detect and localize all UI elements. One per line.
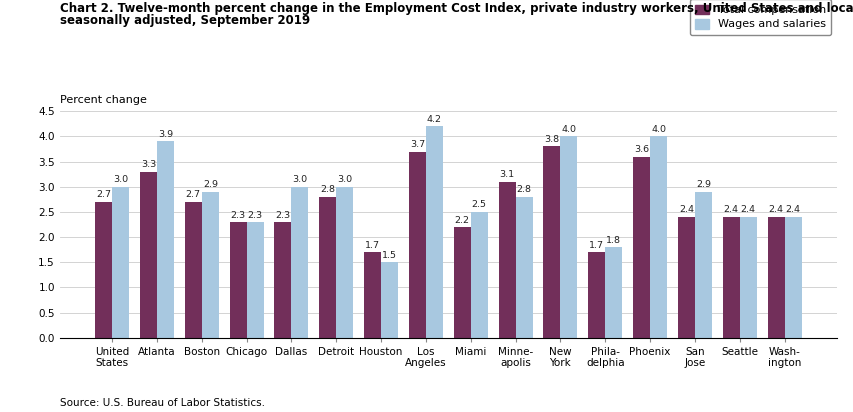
Text: 2.3: 2.3 [247, 211, 263, 220]
Text: 2.5: 2.5 [471, 200, 486, 209]
Bar [409, 152, 426, 338]
Text: 3.0: 3.0 [292, 175, 307, 184]
Bar [453, 227, 470, 338]
Bar [649, 136, 666, 338]
Bar [470, 212, 487, 338]
Bar [319, 197, 336, 338]
Bar [247, 222, 264, 338]
Bar [201, 192, 218, 338]
Text: 1.8: 1.8 [606, 236, 620, 245]
Text: 3.7: 3.7 [409, 140, 425, 149]
Text: 1.5: 1.5 [381, 251, 397, 260]
Text: 2.9: 2.9 [202, 180, 218, 189]
Bar [767, 217, 784, 338]
Legend: Total compensation, Wages and salaries: Total compensation, Wages and salaries [689, 0, 830, 35]
Text: 2.4: 2.4 [722, 206, 738, 215]
Bar [291, 187, 308, 338]
Bar [336, 187, 353, 338]
Bar [229, 222, 247, 338]
Text: 2.3: 2.3 [230, 211, 246, 220]
Text: 2.2: 2.2 [454, 215, 469, 225]
Text: 2.4: 2.4 [768, 206, 782, 215]
Text: 2.9: 2.9 [695, 180, 710, 189]
Text: 2.7: 2.7 [96, 190, 111, 199]
Text: 2.3: 2.3 [275, 211, 290, 220]
Bar [363, 252, 380, 338]
Text: Percent change: Percent change [60, 95, 147, 105]
Bar [722, 217, 739, 338]
Text: 2.8: 2.8 [516, 185, 531, 194]
Text: Source: U.S. Bureau of Labor Statistics.: Source: U.S. Bureau of Labor Statistics. [60, 398, 264, 408]
Text: 1.7: 1.7 [365, 241, 380, 250]
Text: 3.3: 3.3 [141, 160, 156, 169]
Text: 3.8: 3.8 [543, 135, 559, 144]
Bar [112, 187, 129, 338]
Text: 3.9: 3.9 [158, 130, 173, 139]
Text: 2.8: 2.8 [320, 185, 335, 194]
Text: 3.0: 3.0 [337, 175, 352, 184]
Bar [694, 192, 711, 338]
Text: 2.4: 2.4 [678, 206, 693, 215]
Bar [426, 126, 443, 338]
Bar [498, 182, 515, 338]
Bar [515, 197, 532, 338]
Text: 2.4: 2.4 [785, 206, 799, 215]
Bar [784, 217, 801, 338]
Text: 3.6: 3.6 [633, 145, 648, 154]
Text: 2.7: 2.7 [186, 190, 200, 199]
Bar [184, 202, 201, 338]
Bar [157, 141, 174, 338]
Text: 2.4: 2.4 [740, 206, 755, 215]
Text: 4.0: 4.0 [560, 125, 576, 134]
Bar [560, 136, 577, 338]
Text: 3.0: 3.0 [113, 175, 128, 184]
Bar [739, 217, 756, 338]
Text: 4.2: 4.2 [426, 115, 442, 124]
Text: 4.0: 4.0 [650, 125, 665, 134]
Bar [274, 222, 291, 338]
Bar [140, 172, 157, 338]
Bar [95, 202, 112, 338]
Text: 3.1: 3.1 [499, 170, 514, 179]
Text: seasonally adjusted, September 2019: seasonally adjusted, September 2019 [60, 14, 310, 28]
Bar [605, 247, 622, 338]
Bar [543, 147, 560, 338]
Bar [380, 262, 397, 338]
Bar [677, 217, 694, 338]
Text: 1.7: 1.7 [589, 241, 604, 250]
Text: Chart 2. Twelve-month percent change in the Employment Cost Index, private indus: Chart 2. Twelve-month percent change in … [60, 2, 853, 15]
Bar [632, 157, 649, 338]
Bar [588, 252, 605, 338]
